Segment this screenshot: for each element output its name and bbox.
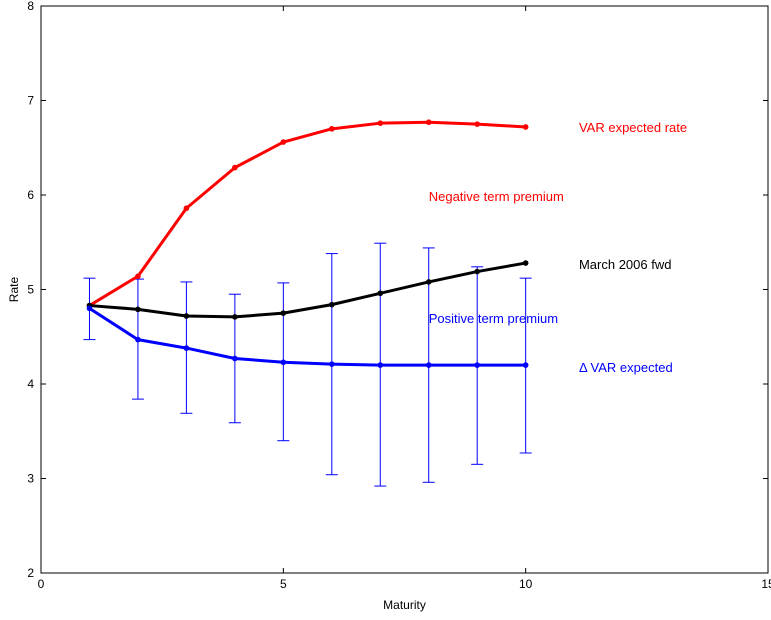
series-point-var_expected_rate (377, 120, 384, 126)
series-point-var_expected_rate (425, 119, 432, 126)
series-lines (86, 119, 529, 368)
series-point-delta_var_expected (425, 362, 432, 368)
series-point-delta_var_expected (232, 355, 238, 362)
series-line-var_expected_rate (88, 120, 526, 307)
series-point-delta_var_expected (377, 362, 384, 368)
series-point-delta_var_expected (183, 345, 190, 351)
annotation-ann_neg: Negative term premium (429, 189, 564, 204)
series-point-var_expected_rate (135, 273, 141, 280)
y-axis-label: Rate (7, 277, 21, 303)
series-point-march_2006_fwd (474, 268, 481, 275)
annotation-ann_delta: Δ VAR expected (579, 360, 673, 375)
series-point-delta_var_expected (474, 362, 481, 368)
x-tick-label: 15 (761, 577, 771, 591)
annotation-ann_march: March 2006 fwd (579, 257, 672, 272)
x-tick-label: 0 (38, 577, 45, 591)
series-line-march_2006_fwd (89, 261, 526, 319)
series-point-delta_var_expected (280, 359, 287, 366)
series-point-march_2006_fwd (329, 301, 335, 308)
annotation-ann_pos: Positive term premium (429, 311, 558, 326)
series-point-var_expected_rate (280, 139, 287, 145)
y-tick-label: 7 (27, 94, 34, 108)
x-tick-label: 5 (280, 577, 287, 591)
y-tick-label: 8 (27, 0, 34, 13)
annotations: VAR expected rate Negative term premium Ma… (429, 120, 687, 375)
series-point-march_2006_fwd (377, 290, 384, 297)
y-tick-label: 4 (27, 377, 34, 391)
series-point-var_expected_rate (522, 124, 529, 130)
annotation-ann_var: VAR expected rate (579, 120, 687, 135)
series-point-var_expected_rate (329, 126, 335, 132)
series-point-march_2006_fwd (135, 306, 141, 313)
series-point-delta_var_expected (522, 362, 529, 368)
series-point-march_2006_fwd (522, 260, 529, 266)
series-point-delta_var_expected (135, 336, 141, 343)
series-point-var_expected_rate (232, 164, 238, 171)
series-line-delta_var_expected (88, 307, 526, 367)
x-tick-label: 10 (519, 577, 533, 591)
x-axis-label: Maturity (383, 598, 426, 612)
y-tick-label: 2 (27, 566, 34, 580)
series-point-march_2006_fwd (425, 279, 432, 285)
series-point-march_2006_fwd (183, 313, 190, 319)
series-point-var_expected_rate (474, 121, 481, 127)
axes: 0 5 10 15 2 3 4 5 6 7 8 Maturity Rate (7, 0, 771, 612)
series-point-march_2006_fwd (280, 310, 287, 316)
y-tick-label: 6 (27, 188, 34, 202)
y-tick-label: 5 (27, 283, 34, 297)
series-point-delta_var_expected (329, 361, 335, 367)
y-tick-label: 3 (27, 472, 34, 486)
series-point-march_2006_fwd (232, 314, 238, 320)
series-point-var_expected_rate (183, 205, 190, 212)
series-point-delta_var_expected (86, 305, 93, 312)
plot-frame (40, 5, 769, 574)
